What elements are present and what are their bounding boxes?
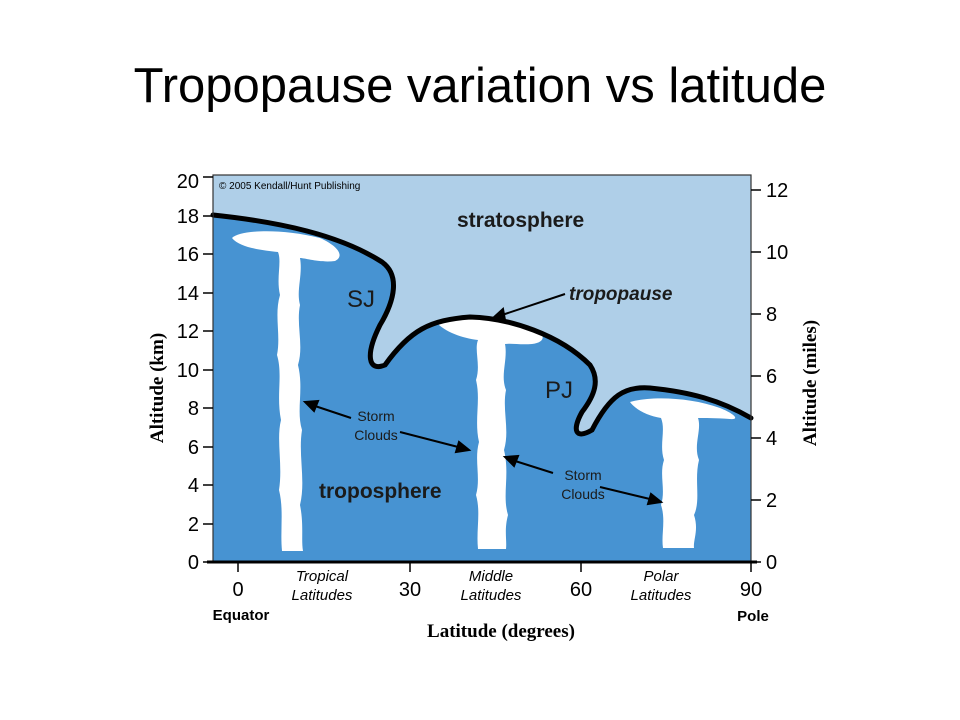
left-tick-label: 20 [177, 171, 199, 193]
zone-label-polar: Polar [643, 568, 679, 585]
zone-label-tropical: Tropical [296, 568, 349, 585]
stratosphere-label: stratosphere [457, 209, 584, 232]
right-tick-label: 2 [766, 490, 777, 512]
storm-clouds-label-line: Clouds [561, 486, 605, 502]
zone-label-tropical: Latitudes [292, 587, 353, 604]
tropopause-label: tropopause [569, 284, 673, 305]
storm-clouds-label-line: Storm [357, 408, 394, 424]
annotation-arrows [302, 293, 664, 506]
right-tick-label: 0 [766, 552, 777, 574]
left-tick-label: 10 [177, 360, 199, 382]
x-axis-ticks [237, 562, 752, 572]
left-tick-label: 2 [188, 514, 199, 536]
polar-jet-label: PJ [545, 377, 573, 404]
left-tick-label: 8 [188, 398, 199, 420]
x-axis-tick-labels: 0 30 60 90 [232, 579, 762, 601]
left-tick-label: 0 [188, 552, 199, 574]
left-tick-label: 6 [188, 437, 199, 459]
x-tick-label: 0 [232, 579, 243, 601]
right-axis-tick-labels: 0 2 4 6 8 10 12 [766, 180, 788, 574]
slide-title: Tropopause variation vs latitude [133, 59, 827, 113]
left-tick-label: 4 [188, 475, 199, 497]
left-tick-label: 16 [177, 244, 199, 266]
right-tick-label: 8 [766, 304, 777, 326]
storm-clouds-label-line: Storm [564, 467, 601, 483]
right-axis-title: Altitude (miles) [800, 320, 821, 446]
pole-label: Pole [737, 608, 769, 625]
latitude-zone-labels: Tropical Latitudes Middle Latitudes Pola… [292, 568, 692, 604]
right-tick-label: 12 [766, 180, 788, 202]
storm-cloud-tropical [232, 231, 340, 551]
left-axis-ticks [203, 176, 213, 563]
x-axis-title: Latitude (degrees) [427, 621, 575, 642]
left-tick-label: 12 [177, 321, 199, 343]
right-tick-label: 10 [766, 242, 788, 264]
zone-label-middle: Middle [469, 568, 513, 585]
x-tick-label: 60 [570, 579, 592, 601]
x-tick-label: 30 [399, 579, 421, 601]
x-tick-label: 90 [740, 579, 762, 601]
right-tick-label: 6 [766, 366, 777, 388]
left-axis-title: Altitude (km) [147, 333, 168, 443]
left-tick-label: 18 [177, 206, 199, 228]
equator-label: Equator [213, 607, 270, 624]
zone-label-middle: Latitudes [461, 587, 522, 604]
troposphere-label: troposphere [319, 480, 442, 503]
zone-label-polar: Latitudes [631, 587, 692, 604]
right-axis-ticks [751, 189, 761, 563]
right-tick-label: 4 [766, 428, 777, 450]
storm-clouds-label-line: Clouds [354, 427, 398, 443]
subtropical-jet-label: SJ [347, 286, 375, 313]
storm-cloud-middle [436, 319, 543, 549]
storm-clouds-label-2: Storm Clouds [561, 467, 605, 502]
left-axis-tick-labels: 0 2 4 6 8 10 12 14 16 18 20 [177, 171, 199, 574]
copyright-notice: © 2005 Kendall/Hunt Publishing [219, 181, 360, 192]
left-tick-label: 14 [177, 283, 199, 305]
storm-cloud-polar [630, 398, 736, 548]
storm-clouds-label-1: Storm Clouds [354, 408, 398, 443]
